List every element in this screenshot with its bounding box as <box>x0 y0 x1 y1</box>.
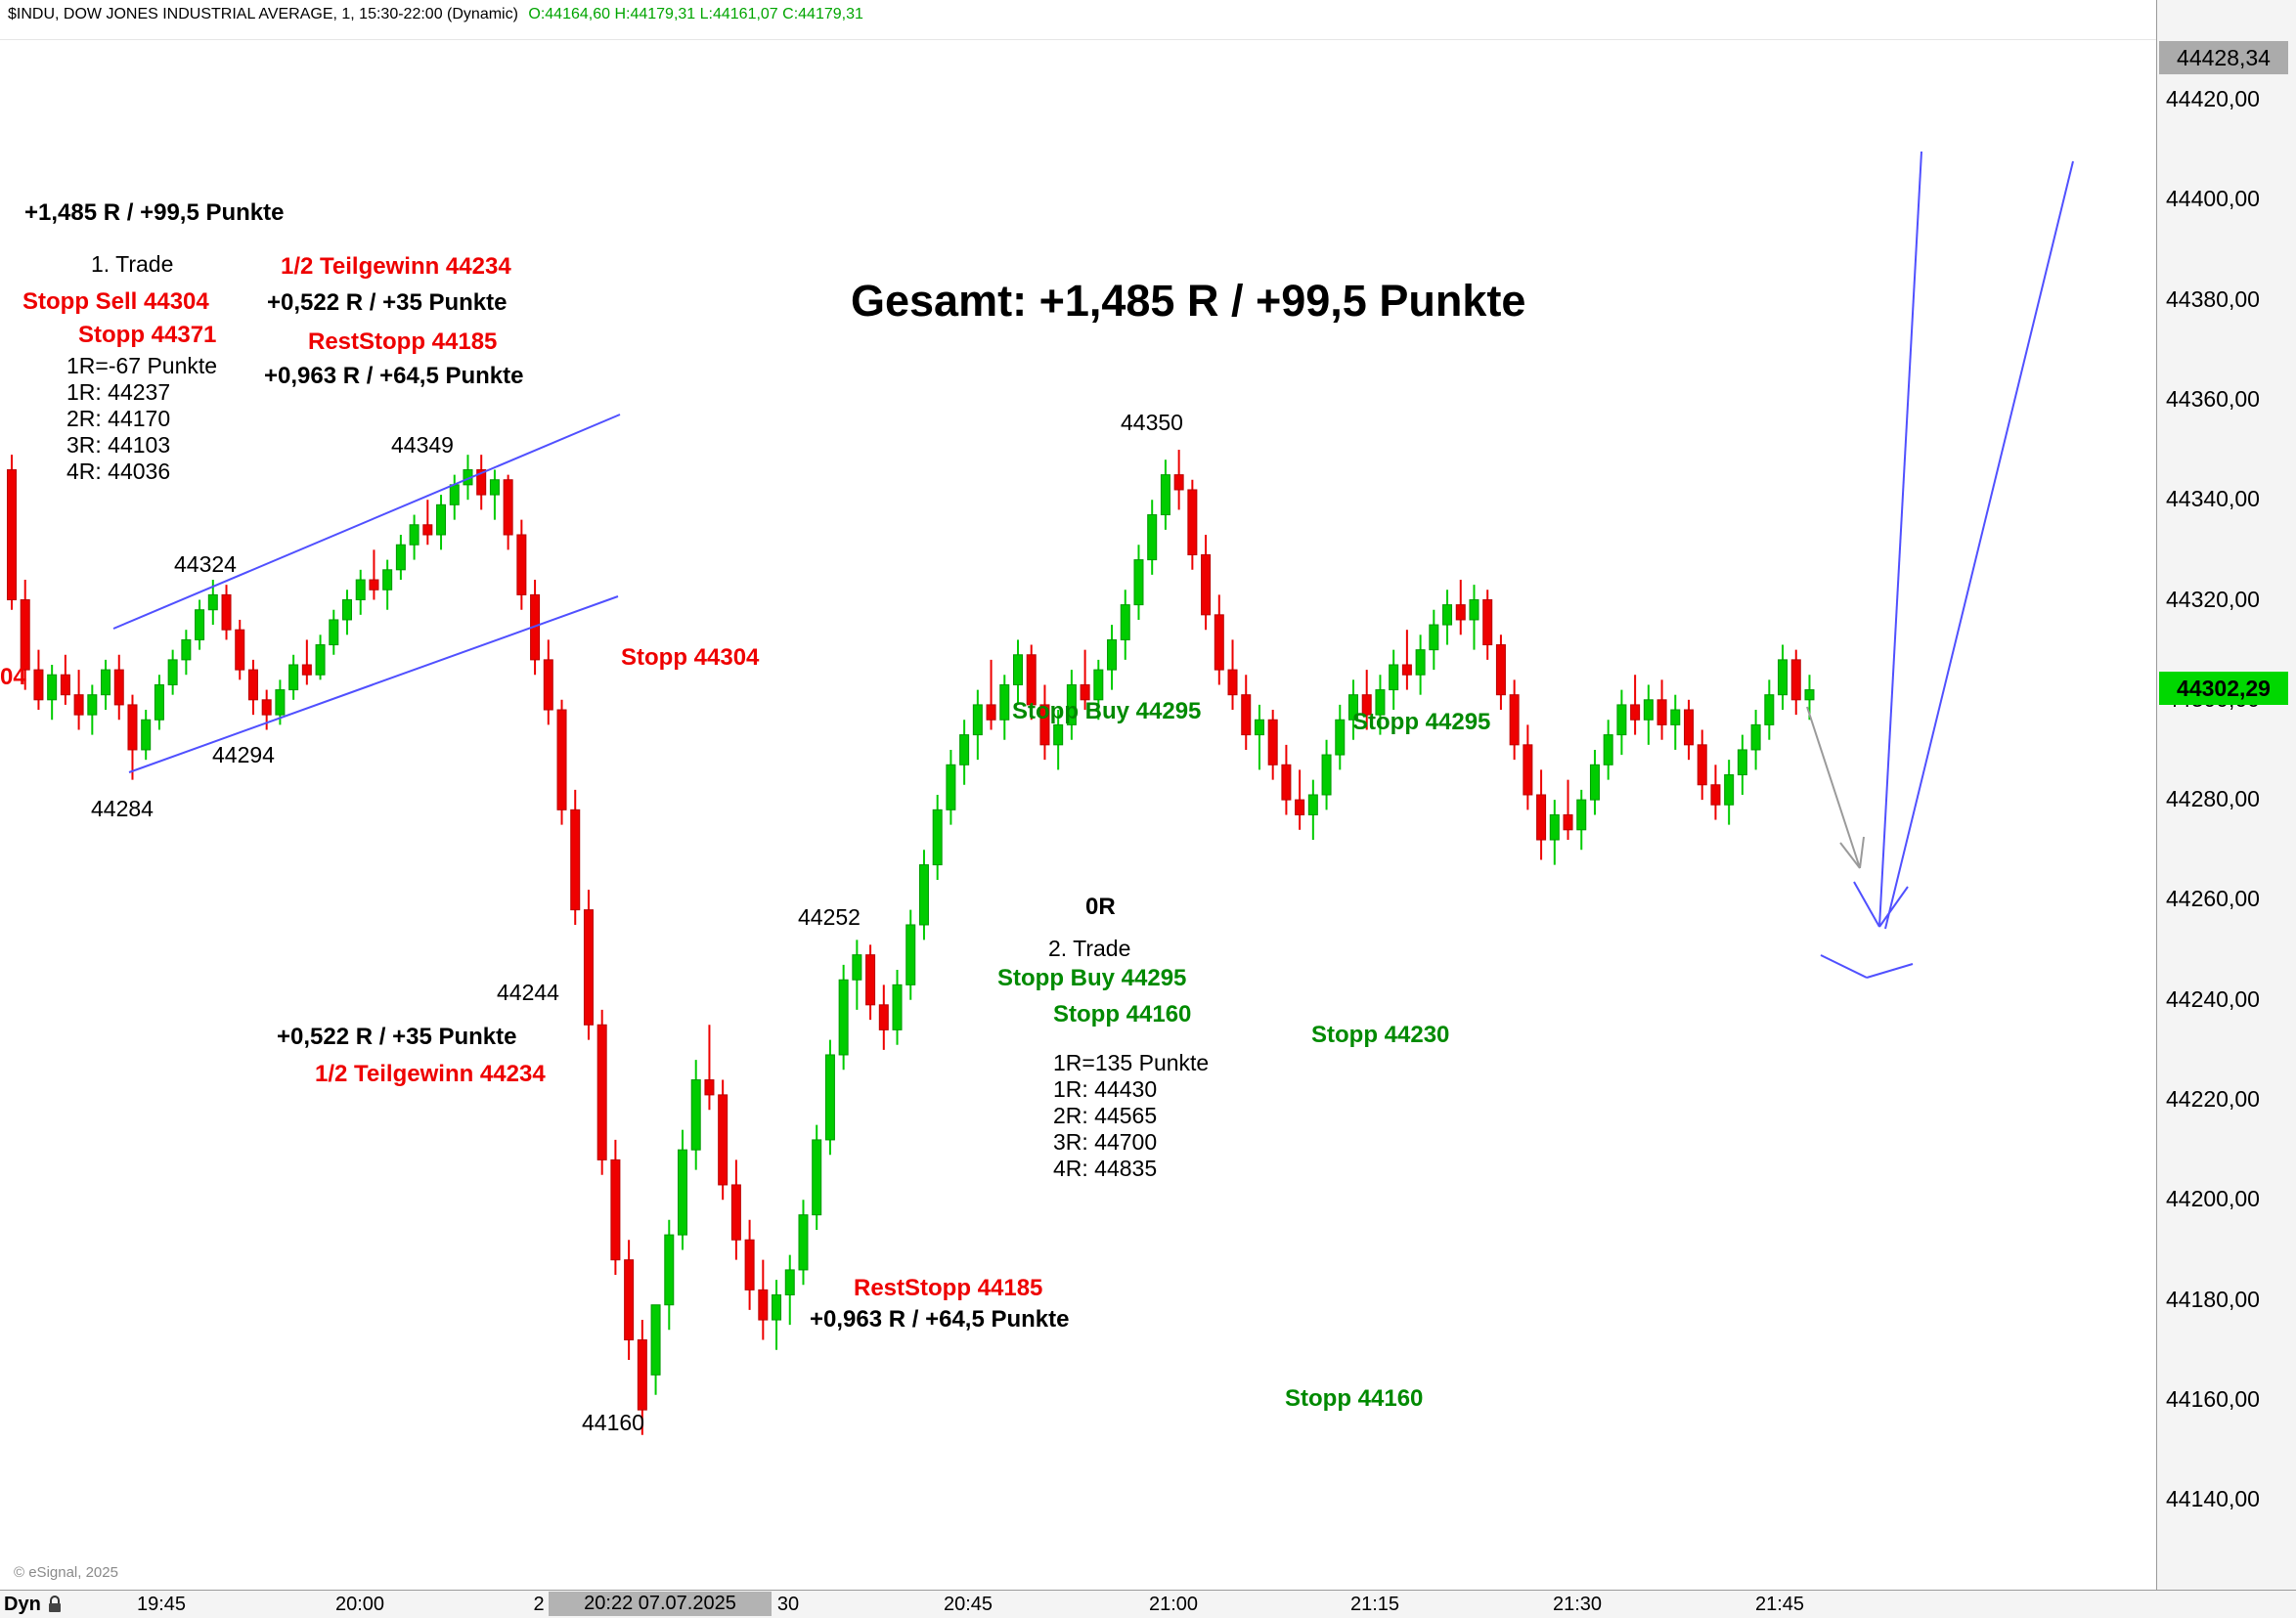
time-axis-label: 30 <box>776 1594 800 1615</box>
price-path-arrow <box>1806 706 1865 869</box>
price-axis-label: 44400,00 <box>2166 186 2260 212</box>
time-axis-label: 21:45 <box>1754 1594 1805 1615</box>
price-axis-label: 44320,00 <box>2166 586 2260 612</box>
chart-canvas[interactable]: +1,485 R / +99,5 Punkte 1. Trade 1/2 Teilg… <box>0 0 2156 1591</box>
time-axis-label: 21:30 <box>1552 1594 1603 1615</box>
trend-channel <box>112 414 621 773</box>
selected-time-badge: 20:22 07.07.2025 <box>549 1592 772 1616</box>
chart-header: $INDU, DOW JONES INDUSTRIAL AVERAGE, 1, … <box>8 6 863 23</box>
header-divider <box>0 39 2156 40</box>
dyn-label: Dyn <box>4 1594 41 1615</box>
dyn-scale-button[interactable]: Dyn <box>4 1594 63 1616</box>
price-axis[interactable]: 44420,00 44400,00 44380,00 44360,00 44340,00… <box>2156 0 2296 1591</box>
price-axis-label: 44380,00 <box>2166 285 2260 312</box>
candlestick-chart[interactable] <box>0 0 2156 1591</box>
copyright-label: © eSignal, 2025 <box>14 1564 118 1581</box>
time-axis-label: 2 <box>533 1594 545 1615</box>
price-axis-label: 44280,00 <box>2166 786 2260 812</box>
price-axis-label: 44240,00 <box>2166 985 2260 1012</box>
symbol-title: $INDU, DOW JONES INDUSTRIAL AVERAGE, 1, … <box>8 6 518 22</box>
time-axis-label: 21:15 <box>1349 1594 1400 1615</box>
candlestick-series <box>7 450 1815 1435</box>
price-axis-label: 44420,00 <box>2166 86 2260 111</box>
time-axis-label: 20:45 <box>943 1594 993 1615</box>
price-axis-label: 44220,00 <box>2166 1086 2260 1112</box>
projection-arrows <box>1820 151 2074 979</box>
time-axis[interactable]: Dyn 19:45 20:00 2 30 20:45 21:00 21:15 21:30 21:… <box>0 1590 2296 1618</box>
price-axis-label: 44160,00 <box>2166 1385 2260 1412</box>
price-axis-label: 44360,00 <box>2166 385 2260 412</box>
time-axis-label: 20:00 <box>334 1594 385 1615</box>
price-axis-label: 44140,00 <box>2166 1486 2260 1512</box>
price-axis-label: 44340,00 <box>2166 486 2260 512</box>
price-axis-label: 44180,00 <box>2166 1286 2260 1312</box>
time-axis-label: 19:45 <box>136 1594 187 1615</box>
time-axis-label: 21:00 <box>1148 1594 1199 1615</box>
lock-icon[interactable] <box>47 1596 63 1614</box>
session-high-badge: 44428,34 <box>2159 41 2288 75</box>
last-price-badge: 44302,29 <box>2159 672 2288 706</box>
ohlc-readout: O:44164,60 H:44179,31 L:44161,07 C:44179… <box>528 6 863 22</box>
price-axis-label: 44200,00 <box>2166 1186 2260 1212</box>
price-axis-label: 44260,00 <box>2166 886 2260 912</box>
